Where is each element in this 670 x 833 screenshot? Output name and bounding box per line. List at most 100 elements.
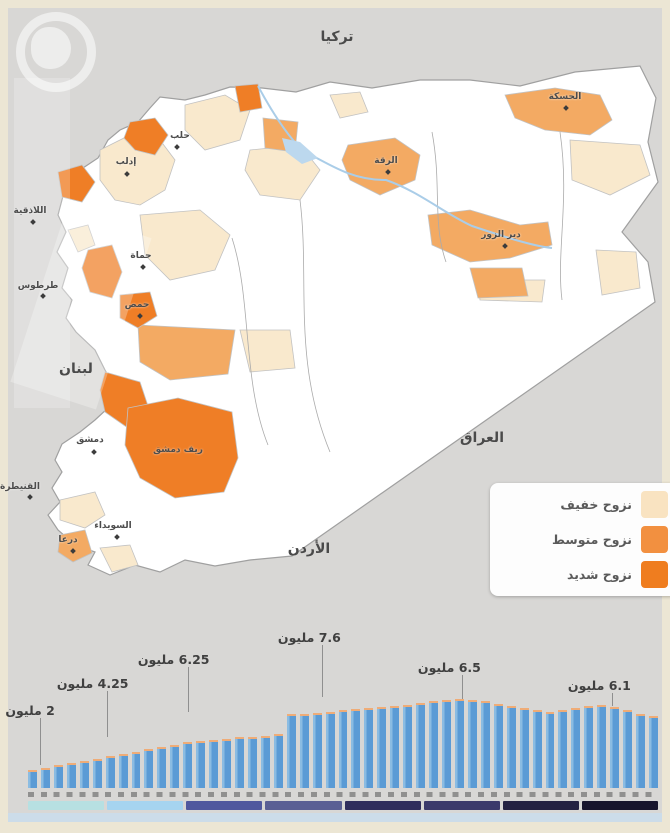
chart-bar: [429, 701, 438, 788]
legend-label: نزوح متوسط: [552, 532, 632, 547]
chart-bar: [286, 714, 296, 788]
bar-annotation: 6.25 مليون: [137, 652, 210, 667]
chart-bar: [183, 742, 193, 788]
chart-bar: [40, 768, 50, 788]
chart-bar: [480, 701, 490, 788]
legend-color-swatch: [641, 526, 668, 553]
city-label: طرطوس: [17, 281, 59, 291]
chart-bar: [260, 736, 270, 788]
chart-bar: [364, 708, 374, 788]
annotation-leader-line: [462, 675, 463, 710]
bar-annotation: 6.1 مليون: [567, 678, 631, 693]
bottom-strip: [8, 813, 662, 822]
chart-bar: [235, 737, 244, 788]
chart-bar: [66, 763, 76, 788]
annotation-leader-line: [40, 718, 41, 765]
timeline-segment: [344, 801, 421, 810]
chart-bar: [442, 700, 451, 788]
chart-bar: [222, 739, 231, 788]
chart-bar: [493, 704, 503, 788]
chart-bar: [597, 705, 607, 788]
city-label: إدلب: [115, 157, 137, 167]
country-label: الأردن: [287, 541, 331, 557]
timeline-segment: [265, 801, 342, 810]
bar-annotation: 7.6 مليون: [277, 630, 341, 645]
annotation-leader-line: [188, 667, 189, 712]
chart-bar: [79, 761, 89, 788]
city-label: السويداء: [94, 521, 132, 531]
annotation-leader-line: [107, 691, 108, 737]
legend-color-swatch: [641, 491, 668, 518]
chart-bar: [545, 712, 555, 788]
legend-item: نزوح شديد: [500, 561, 668, 588]
timeline-segment: [502, 801, 579, 810]
legend-item: نزوح متوسط: [500, 526, 668, 553]
chart-bar: [209, 740, 219, 788]
chart-bar: [636, 714, 645, 788]
timeline-segment: [186, 801, 263, 810]
city-label: حماة: [130, 251, 152, 261]
displacement-chart: [28, 698, 658, 788]
city-label: الرقة: [374, 156, 398, 166]
chart-bar: [351, 709, 361, 788]
watermark-band: [14, 78, 70, 408]
country-label: العراق: [460, 430, 504, 446]
chart-bar: [170, 745, 180, 788]
chart-bar: [92, 759, 102, 788]
annotation-leader-line: [612, 693, 613, 706]
country-label: لبنان: [59, 361, 93, 377]
city-label: درعا: [58, 535, 78, 545]
city-label: دمشق: [76, 435, 104, 445]
chart-bar: [649, 716, 658, 788]
chart-bar: [312, 713, 322, 788]
city-label: حمص: [124, 300, 150, 310]
chart-bar: [416, 703, 426, 788]
chart-bar: [454, 699, 464, 788]
city-label: الحسكة: [548, 92, 582, 102]
chart-bar: [390, 706, 400, 788]
chart-bar: [610, 707, 620, 788]
chart-bar: [506, 706, 516, 788]
bar-annotation: 4.25 مليون: [56, 676, 129, 691]
chart-bar: [467, 700, 477, 788]
displacement-legend: نزوح خفيف نزوح متوسط نزوح شديد: [490, 483, 670, 596]
chart-bar: [247, 737, 257, 788]
legend-label: نزوح خفيف: [560, 497, 632, 512]
city-label: حلب: [170, 131, 190, 141]
watermark-logo-inner: [31, 27, 71, 69]
country-label: تركيا: [320, 29, 354, 45]
month-tick-labels: [28, 792, 658, 797]
chart-bar: [584, 706, 594, 788]
chart-bar: [273, 734, 283, 788]
legend-color-swatch: [641, 561, 668, 588]
chart-bar: [157, 747, 167, 788]
chart-bar: [377, 707, 387, 788]
chart-bar: [53, 765, 63, 788]
city-label: القنيطرة: [0, 482, 40, 492]
year-timeline: [28, 801, 658, 810]
legend-label: نزوح شديد: [566, 567, 632, 582]
chart-bar: [532, 710, 542, 788]
legend-item: نزوح خفيف: [500, 491, 668, 518]
chart-bar: [558, 710, 568, 788]
bar-annotation: 2 مليون: [5, 703, 55, 718]
city-label: دير الزور: [481, 230, 521, 240]
timeline-segment: [581, 801, 658, 810]
city-label: ريف دمشق: [153, 445, 203, 455]
timeline-segment: [107, 801, 184, 810]
chart-bar: [403, 705, 413, 788]
annotation-leader-line: [322, 645, 323, 697]
city-label: اللاذقية: [13, 206, 47, 216]
bar-annotation: 6.5 مليون: [417, 660, 481, 675]
chart-bar: [519, 708, 529, 788]
chart-bar: [196, 741, 206, 788]
chart-bar: [118, 754, 128, 788]
timeline-segment: [28, 801, 105, 810]
timeline-segment: [423, 801, 500, 810]
chart-bar: [571, 708, 581, 788]
chart-bar: [144, 749, 154, 788]
chart-bar: [325, 712, 335, 788]
chart-bar: [299, 714, 309, 788]
chart-bar: [105, 756, 115, 788]
